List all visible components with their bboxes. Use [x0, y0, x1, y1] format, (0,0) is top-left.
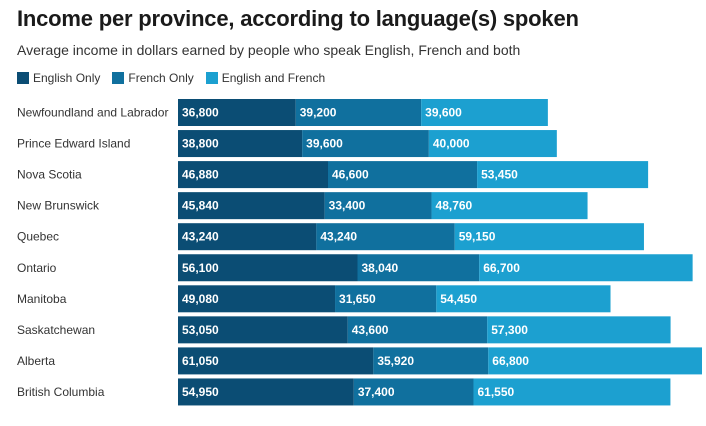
category-label: Saskatchewan	[17, 323, 95, 337]
data-label: 37,400	[358, 385, 395, 399]
data-label: 46,600	[332, 168, 369, 182]
bar-english-and-french-nova-scotia	[477, 161, 649, 189]
category-label: Nova Scotia	[17, 168, 82, 182]
data-label: 49,080	[182, 292, 219, 306]
bar-english-and-french-saskatchewan	[487, 316, 671, 344]
bar-english-only-prince-edward-island	[178, 130, 303, 158]
bar-group-new-brunswick: New Brunswick 45,840 33,400 48,760	[17, 192, 588, 220]
bar-english-only-quebec	[178, 223, 317, 251]
category-label: Manitoba	[17, 292, 67, 306]
bar-french-only-ontario	[357, 254, 480, 282]
data-label: 53,050	[182, 323, 219, 337]
bar-english-only-british-columbia	[178, 378, 354, 406]
bar-english-and-french-prince-edward-island	[428, 130, 557, 158]
data-label: 46,880	[182, 168, 219, 182]
bar-french-only-alberta	[373, 347, 489, 375]
category-label: Ontario	[17, 261, 57, 275]
bar-group-prince-edward-island: Prince Edward Island 38,800 39,600 40,000	[17, 130, 557, 158]
legend-label-french-only: French Only	[128, 71, 194, 85]
bar-group-newfoundland-and-labrador: Newfoundland and Labrador 36,800 39,200 39,…	[17, 99, 548, 126]
bar-french-only-nova-scotia	[327, 161, 478, 189]
legend-swatch-french-only	[112, 72, 125, 84]
legend-item-english-only: English Only	[17, 71, 100, 85]
bar-english-only-alberta	[178, 347, 374, 375]
data-label: 54,450	[440, 292, 477, 306]
bar-group-nova-scotia: Nova Scotia 46,880 46,600 53,450	[17, 161, 649, 189]
bar-english-only-nova-scotia	[178, 161, 328, 189]
data-label: 54,950	[182, 385, 219, 399]
data-label: 39,600	[306, 137, 343, 151]
bar-english-and-french-new-brunswick	[431, 192, 588, 220]
bar-french-only-manitoba	[335, 285, 437, 313]
bar-english-and-french-ontario	[479, 254, 693, 282]
bar-group-manitoba: Manitoba 49,080 31,650 54,450	[17, 285, 611, 313]
bar-english-only-newfoundland-and-labrador	[178, 99, 296, 126]
bar-french-only-saskatchewan	[347, 316, 488, 344]
data-label: 56,100	[182, 261, 219, 275]
data-label: 59,150	[459, 230, 496, 244]
data-label: 43,240	[320, 230, 357, 244]
bar-french-only-british-columbia	[353, 378, 474, 406]
data-label: 61,550	[477, 385, 514, 399]
data-label: 45,840	[182, 199, 219, 213]
bar-group-saskatchewan: Saskatchewan 53,050 43,600 57,300	[17, 316, 671, 344]
bar-english-only-manitoba	[178, 285, 336, 313]
legend-swatch-english-and-french	[205, 72, 218, 84]
bar-french-only-newfoundland-and-labrador	[295, 99, 422, 126]
bar-english-and-french-newfoundland-and-labrador	[421, 99, 548, 126]
data-label: 66,700	[483, 261, 520, 275]
legend-item-french-only: French Only	[112, 71, 194, 85]
bar-group-british-columbia: British Columbia 54,950 37,400 61,550	[17, 378, 671, 406]
chart-legend: English Only French Only English and Fre…	[17, 70, 337, 86]
bar-french-only-prince-edward-island	[302, 130, 429, 158]
category-label: New Brunswick	[17, 199, 100, 213]
chart-title: Income per province, according to langua…	[17, 6, 579, 31]
category-label: British Columbia	[17, 385, 105, 399]
data-label: 40,000	[433, 137, 470, 151]
bar-english-and-french-british-columbia	[473, 378, 671, 406]
data-label: 61,050	[182, 354, 219, 368]
data-label: 36,800	[182, 106, 219, 120]
category-label: Newfoundland and Labrador	[17, 106, 168, 120]
legend-label-english-only: English Only	[33, 71, 101, 85]
data-label: 53,450	[481, 168, 518, 182]
bar-english-and-french-quebec	[454, 223, 644, 251]
bar-french-only-quebec	[316, 223, 455, 251]
category-label: Prince Edward Island	[17, 137, 130, 151]
data-label: 38,040	[361, 261, 398, 275]
bar-group-quebec: Quebec 43,240 43,240 59,150	[17, 223, 644, 251]
data-label: 66,800	[492, 354, 529, 368]
data-label: 43,240	[182, 230, 219, 244]
data-label: 39,200	[300, 106, 337, 120]
legend-item-english-and-french: English and French	[205, 71, 326, 85]
bar-group-alberta: Alberta 61,050 35,920 66,800	[17, 347, 702, 375]
data-label: 35,920	[377, 354, 414, 368]
bar-english-and-french-alberta	[488, 347, 702, 375]
bar-english-only-saskatchewan	[178, 316, 348, 344]
bar-english-only-new-brunswick	[178, 192, 325, 220]
data-label: 48,760	[436, 199, 473, 213]
bar-english-and-french-manitoba	[436, 285, 611, 313]
bar-english-only-ontario	[178, 254, 358, 282]
data-label: 38,800	[182, 137, 219, 151]
bar-group-ontario: Ontario 56,100 38,040 66,700	[17, 254, 693, 282]
category-label: Alberta	[17, 354, 55, 368]
category-label: Quebec	[17, 230, 59, 244]
data-label: 31,650	[339, 292, 376, 306]
data-label: 39,600	[425, 106, 462, 120]
data-label: 33,400	[329, 199, 366, 213]
legend-swatch-english-only	[17, 72, 29, 84]
legend-label-english-and-french: English and French	[221, 71, 326, 85]
data-label: 43,600	[352, 323, 389, 337]
chart-subtitle: Average income in dollars earned by peop…	[17, 42, 521, 58]
data-label: 57,300	[491, 323, 528, 337]
bar-french-only-new-brunswick	[324, 192, 432, 220]
